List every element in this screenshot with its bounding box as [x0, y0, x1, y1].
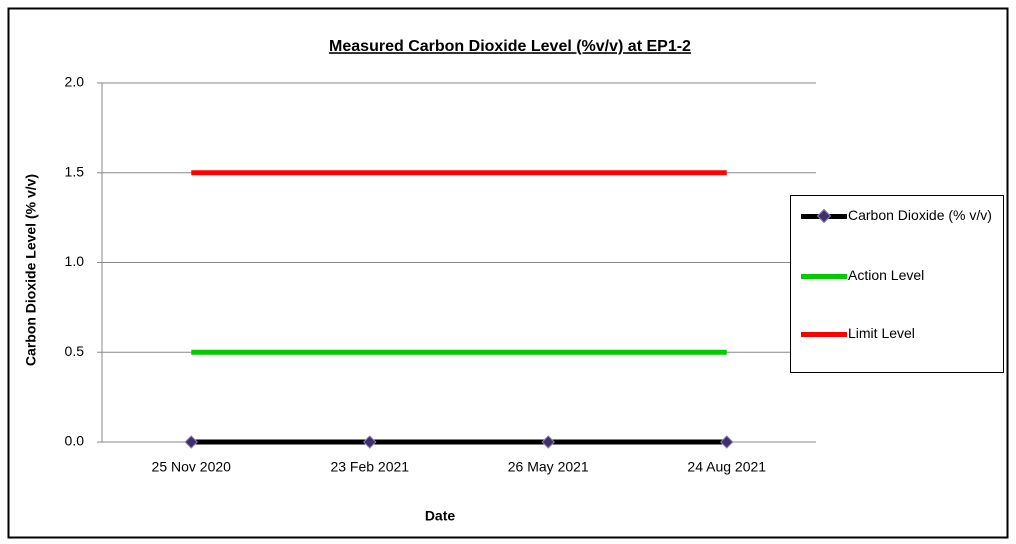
legend-swatch: [801, 274, 847, 279]
x-tick-label: 23 Feb 2021: [330, 459, 409, 475]
legend-swatch: [801, 332, 847, 337]
y-tick-label: 1.0: [65, 253, 85, 269]
legend-label: Limit Level: [848, 325, 915, 341]
series-marker: [184, 435, 198, 449]
legend-label: Carbon Dioxide (% v/v): [848, 207, 992, 223]
y-tick-label: 2.0: [65, 74, 85, 90]
series-marker: [541, 435, 555, 449]
x-tick-label: 25 Nov 2020: [152, 459, 232, 475]
y-tick-label: 1.5: [65, 163, 85, 179]
legend: Carbon Dioxide (% v/v) Action Level Limit …: [790, 195, 1004, 373]
y-axis-label: Carbon Dioxide Level (% v/v): [23, 174, 39, 366]
x-tick-label: 26 May 2021: [508, 459, 589, 475]
series-marker: [720, 435, 734, 449]
y-tick-label: 0.5: [65, 343, 85, 359]
chart-title: Measured Carbon Dioxide Level (%v/v) at …: [329, 38, 691, 55]
legend-label: Action Level: [848, 267, 925, 283]
y-tick-label: 0.0: [65, 433, 85, 449]
x-axis-label: Date: [425, 508, 456, 524]
x-tick-label: 24 Aug 2021: [687, 459, 766, 475]
legend-marker: [816, 208, 832, 224]
series-marker: [363, 435, 377, 449]
